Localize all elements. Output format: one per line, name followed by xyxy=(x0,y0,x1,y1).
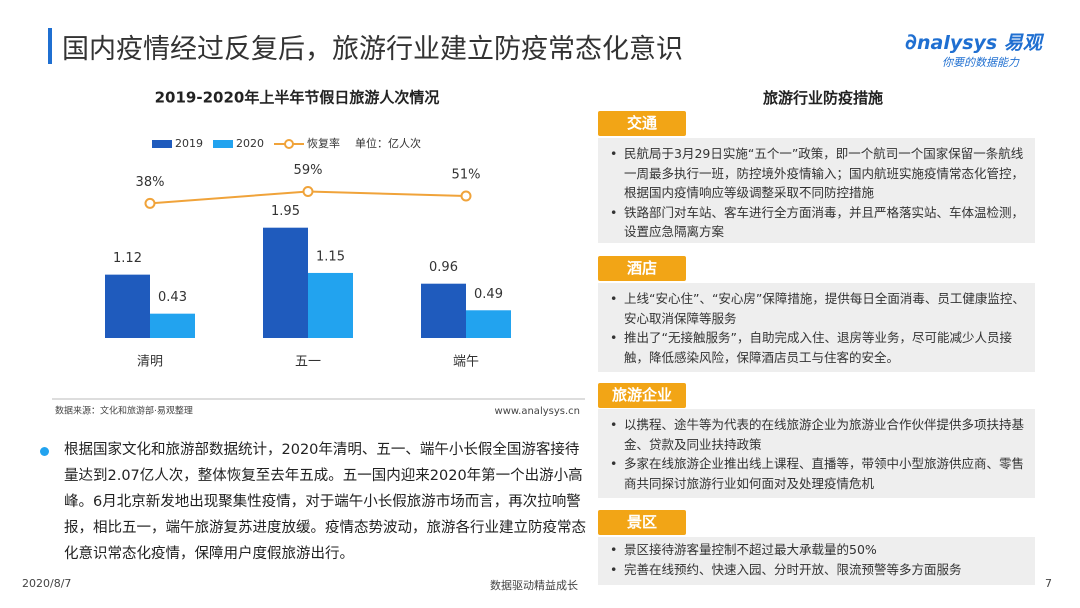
bullet: 多家在线旅游企业推出线上课程、直播等，带领中小型旅游供应商、零售商共同探讨旅游行… xyxy=(610,454,1025,493)
bullet: 铁路部门对车站、客车进行全方面消毒，并且严格落实站、车体温检测，设置应急隔离方案 xyxy=(610,203,1025,242)
slide-title: 国内疫情经过反复后，旅游行业建立防疫常态化意识 xyxy=(62,34,683,65)
value-label: 0.49 xyxy=(474,287,503,302)
section-tag: 交通 xyxy=(598,111,686,136)
line-point xyxy=(302,185,314,197)
panel-title: 旅游行业防疫措施 xyxy=(762,89,883,107)
slogan: 你要的数据能力 xyxy=(942,56,1019,69)
section-box: 以携程、途牛等为代表的在线旅游企业为旅游业合作伙伴提供多项扶持基金、贷款及同业扶… xyxy=(598,409,1035,498)
value-label: 38% xyxy=(136,175,165,190)
site: www.analysys.cn xyxy=(495,406,580,417)
page-number: 7 xyxy=(1045,577,1052,590)
logo-cn: 易观 xyxy=(1003,32,1042,54)
footer-motto: 数据驱动精益成长 xyxy=(490,579,578,592)
legend-label: 2019 xyxy=(175,137,203,150)
legend-swatch xyxy=(213,140,233,148)
footer-date: 2020/8/7 xyxy=(22,577,72,590)
summary-dot xyxy=(40,447,49,456)
section-tag: 景区 xyxy=(598,510,686,535)
bar xyxy=(263,227,308,338)
bar xyxy=(150,313,195,338)
section-tag: 酒店 xyxy=(598,256,686,281)
x-tick-label: 清明 xyxy=(137,355,163,370)
value-label: 0.96 xyxy=(429,260,458,275)
chart-title: 2019-2020年上半年节假日旅游人次情况 xyxy=(155,89,440,107)
value-label: 51% xyxy=(452,168,481,183)
bar xyxy=(308,272,353,338)
value-label: 1.95 xyxy=(271,204,300,219)
bar xyxy=(105,274,150,338)
source: 数据来源：文化和旅游部·易观整理 xyxy=(55,405,193,417)
title-bar xyxy=(48,28,52,64)
bar xyxy=(421,283,466,338)
bullet: 上线“安心住”、“安心房”保障措施，提供每日全面消毒、员工健康监控、安心取消保障… xyxy=(610,289,1025,328)
x-tick-label: 端午 xyxy=(453,355,479,370)
line-point xyxy=(144,197,156,209)
value-label: 59% xyxy=(294,163,323,178)
bullet: 以携程、途牛等为代表的在线旅游企业为旅游业合作伙伴提供多项扶持基金、贷款及同业扶… xyxy=(610,415,1025,454)
logo-text: nalysys xyxy=(916,32,998,54)
bar xyxy=(466,310,511,338)
value-label: 0.43 xyxy=(158,290,187,305)
bullet: 完善在线预约、快速入园、分时开放、限流预警等多方面服务 xyxy=(610,560,1025,580)
bullet: 民航局于3月29日实施“五个一”政策，即一个航司一个国家保留一条航线一周最多执行… xyxy=(610,144,1025,203)
legend-label: 2020 xyxy=(236,137,264,150)
bullet: 景区接待游客量控制不超过最大承载量的50% xyxy=(610,540,1025,560)
section-box: 民航局于3月29日实施“五个一”政策，即一个航司一个国家保留一条航线一周最多执行… xyxy=(598,138,1035,243)
x-tick-label: 五一 xyxy=(295,355,321,370)
line-point xyxy=(460,190,472,202)
unit-label: 单位：亿人次 xyxy=(355,136,421,150)
logo: ∂nalysys 易观 xyxy=(905,30,1042,55)
bullet: 推出了“无接触服务”，自助完成入住、退房等业务，尽可能减少人员接触，降低感染风险… xyxy=(610,328,1025,367)
section-tag: 旅游企业 xyxy=(598,383,686,408)
legend-swatch xyxy=(152,140,172,148)
section-box: 景区接待游客量控制不超过最大承载量的50% 完善在线预约、快速入园、分时开放、限… xyxy=(598,537,1035,585)
legend-label: 恢复率 xyxy=(307,136,340,150)
chart: 2019-2020年上半年节假日旅游人次情况 单位：亿人次 数据来源：文化和旅游… xyxy=(52,89,585,417)
legend-marker xyxy=(284,139,294,149)
value-label: 1.15 xyxy=(316,249,345,264)
summary: 根据国家文化和旅游部数据统计，2020年清明、五一、端午小长假全国游客接待量达到… xyxy=(64,442,586,562)
value-label: 1.12 xyxy=(113,251,142,266)
section-box: 上线“安心住”、“安心房”保障措施，提供每日全面消毒、员工健康监控、安心取消保障… xyxy=(598,283,1035,372)
